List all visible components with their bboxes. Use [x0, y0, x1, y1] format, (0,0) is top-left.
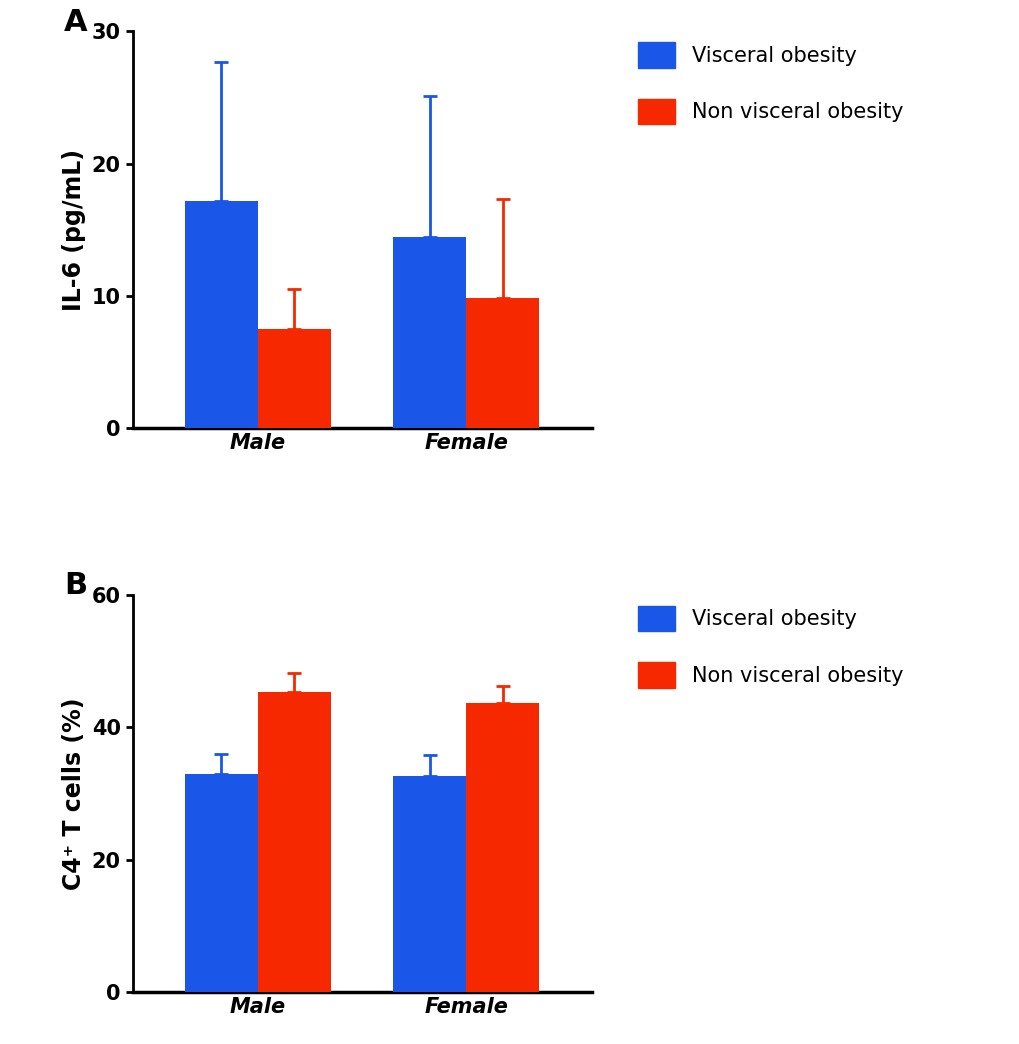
Text: B: B [64, 571, 87, 600]
Bar [393, 237, 466, 428]
Y-axis label: C4⁺ T cells (%): C4⁺ T cells (%) [62, 697, 87, 889]
Bar [393, 776, 466, 992]
Bar [466, 299, 539, 428]
Legend: Visceral obesity, Non visceral obesity: Visceral obesity, Non visceral obesity [629, 33, 911, 133]
Bar [466, 703, 539, 992]
Bar [184, 775, 258, 992]
Bar [258, 692, 330, 992]
Legend: Visceral obesity, Non visceral obesity: Visceral obesity, Non visceral obesity [629, 597, 911, 696]
Text: A: A [64, 7, 88, 37]
Bar [184, 200, 258, 428]
Bar [258, 329, 330, 428]
Y-axis label: IL-6 (pg/mL): IL-6 (pg/mL) [62, 148, 87, 311]
